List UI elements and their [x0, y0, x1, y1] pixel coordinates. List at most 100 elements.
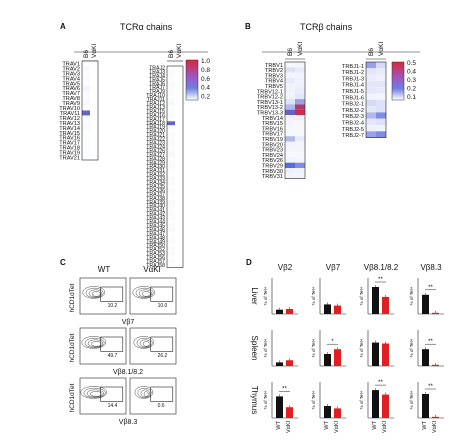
trav-row-label: TRAV4 — [62, 76, 80, 82]
traj-row-label: TRAJ17 — [146, 117, 165, 123]
bar-row-label: Liver — [250, 287, 259, 305]
bar-wt — [422, 349, 429, 366]
traj-row-label: TRAJ58 — [146, 263, 165, 269]
traj-row-label: TRAJ33 — [146, 176, 165, 182]
trav-cell — [82, 145, 90, 151]
trbv-cell — [295, 168, 305, 174]
bar-wt — [324, 304, 331, 314]
traj-cell — [167, 172, 175, 177]
trav-cell — [82, 100, 90, 106]
traj-cell — [175, 121, 183, 126]
tcrb-title: TCRβ chains — [300, 22, 353, 32]
flow-ki-1-contour — [136, 337, 153, 348]
trav-cell — [90, 61, 98, 66]
traj-cell — [167, 231, 175, 236]
trav-cell — [90, 115, 98, 121]
traj-cell — [175, 129, 183, 134]
trbv-cell — [295, 125, 305, 131]
trav-row-label: TRAV2 — [62, 66, 80, 72]
traj-cell — [175, 66, 183, 70]
trbv-cell — [295, 146, 305, 153]
bar-xtick: WT — [276, 420, 282, 429]
trbv-cell — [285, 130, 295, 137]
traj-cell — [175, 263, 183, 268]
trbj-cell — [366, 80, 376, 88]
traj-cell — [175, 89, 183, 94]
traj-row-label: TRAJ45 — [146, 223, 165, 229]
trav-cell — [90, 110, 98, 116]
sig-marker: ** — [378, 277, 383, 283]
traj-cell — [167, 184, 175, 189]
trbv-row-label: TRBV13-2 — [257, 105, 283, 111]
trav-row-label: TRAV19 — [59, 151, 80, 157]
traj-cell — [167, 220, 175, 224]
bar-ylabel: % of Tet+ — [263, 390, 268, 409]
flow-ki-0-contour — [141, 291, 151, 297]
bar-wt — [276, 362, 283, 366]
bar-wt — [276, 309, 283, 314]
trbv-cell — [295, 162, 305, 168]
traj-cell — [167, 239, 175, 244]
tcra-title: TCRα chains — [120, 22, 173, 32]
sig-marker: ** — [428, 384, 433, 390]
trbj-cell — [376, 87, 386, 94]
trbv-row-label: TRBV30 — [262, 169, 283, 175]
bar-ylabel: % of Tet+ — [263, 338, 268, 357]
traj-cell — [175, 176, 183, 181]
bar-xtick: VαKI — [286, 421, 292, 434]
traj-cell — [167, 141, 175, 145]
traj-col-header: B6 — [168, 50, 175, 58]
trbv-cell — [295, 109, 305, 115]
traj-cell — [175, 141, 183, 145]
panel-label-c: C — [60, 258, 66, 267]
traj-row-label: TRAJ15 — [146, 109, 165, 115]
sig-marker: ** — [282, 386, 287, 392]
traj-row-label: TRAJ7 — [149, 85, 165, 91]
trbv-cell — [295, 83, 305, 89]
trbv-row-label: TRBV29 — [262, 164, 283, 170]
traj-cell — [167, 121, 175, 126]
trbj-cell — [376, 106, 386, 113]
traj-cell — [175, 133, 183, 138]
trav-cell — [82, 90, 90, 96]
trbj-cell — [366, 93, 376, 100]
trbj-row-label: TRBJ1-2 — [342, 70, 364, 76]
trav-row-label: TRAV1 — [62, 61, 80, 67]
scale-b-tick: 0.5 — [407, 60, 416, 67]
bar-ki — [334, 305, 341, 314]
trav-row-label: TRAV11 — [60, 111, 80, 117]
traj-row-label: TRAJ48 — [146, 235, 165, 241]
trbv-row-label: TRBV17 — [262, 132, 283, 138]
flow-wt-1-gate — [100, 336, 124, 352]
trav-cell — [82, 80, 90, 86]
flow-ki-2-contour — [143, 391, 149, 397]
trbv-cell — [285, 125, 295, 131]
traj-row-label: TRAJ53 — [146, 251, 165, 257]
trbv-cell — [295, 136, 305, 142]
traj-cell — [175, 77, 183, 82]
trav-cell — [90, 105, 98, 111]
trbv-cell — [285, 115, 295, 121]
bar-wt — [276, 396, 283, 418]
scale-a-tick: 1.0 — [201, 58, 210, 65]
bar-ki — [432, 416, 439, 418]
trav-row-label: TRAV12 — [59, 116, 80, 122]
trbj-row-label: TRBJ1-1 — [342, 64, 364, 70]
trbv-cell — [285, 141, 295, 147]
bar-ylabel: % of Tet+ — [409, 390, 414, 409]
flow-wt-1-gate-value: 49.7 — [108, 353, 118, 359]
traj-row-label: TRAJ10 — [146, 93, 165, 99]
trbv-row-label: TRBV23 — [262, 148, 283, 154]
traj-cell — [167, 243, 175, 248]
traj-row-label: TRAJ40 — [146, 204, 165, 210]
traj-cell — [175, 109, 183, 114]
trav-row-label: TRAV3 — [62, 71, 80, 77]
bar-ki — [334, 349, 341, 366]
flow-ki-0-frame — [129, 277, 177, 315]
bar-wt — [372, 287, 379, 314]
trbv-row-label: TRBV26 — [262, 158, 283, 164]
flow-wt-2-gate-value: 14.4 — [108, 403, 118, 409]
trbv-frame — [284, 61, 306, 179]
trav-cell — [82, 120, 90, 126]
trbj-row-label: TRBJ2-2 — [342, 108, 364, 114]
